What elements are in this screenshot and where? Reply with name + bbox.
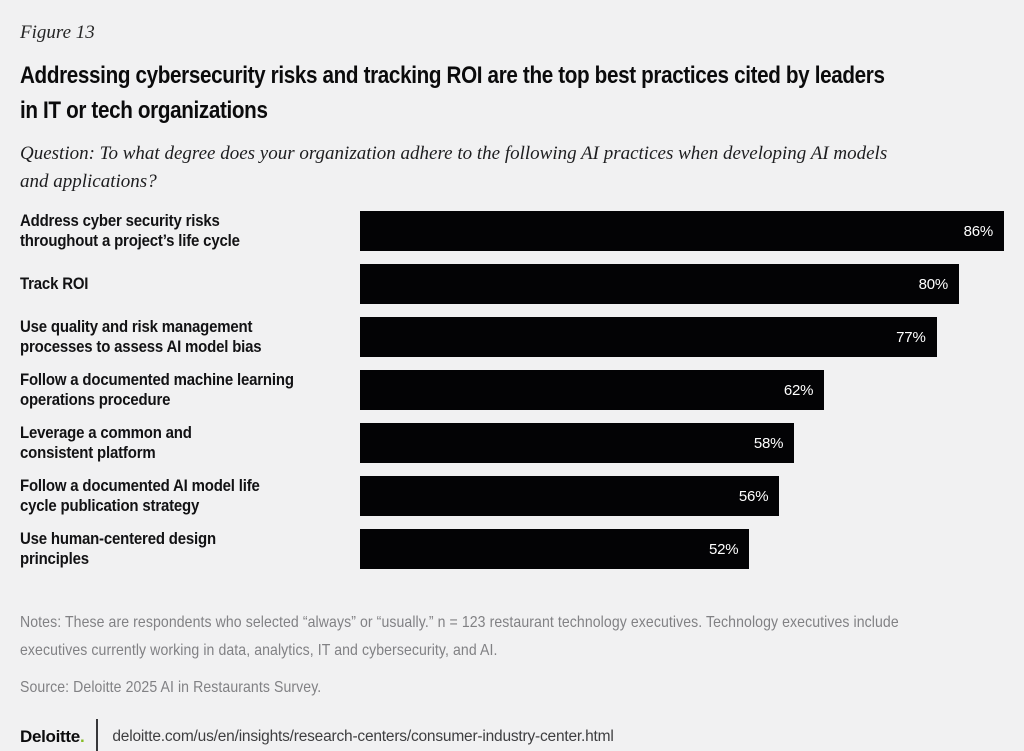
figure-label: Figure 13 (20, 22, 95, 43)
bar-category-text: Follow a documented AI model life cycle … (20, 476, 260, 515)
bar-category-label: Follow a documented AI model life cycle … (20, 476, 360, 516)
deloitte-green-dot: . (79, 727, 85, 746)
deloitte-wordmark: Deloitte (20, 727, 80, 746)
chart-row: Use quality and risk management processe… (20, 317, 1004, 357)
footer-url: deloitte.com/us/en/insights/research-cen… (112, 728, 614, 745)
bar-value-label: 86% (963, 222, 994, 240)
bar-track: 77% (360, 317, 1004, 357)
bar-track: 52% (360, 529, 1004, 569)
bar-value-label: 56% (738, 487, 769, 505)
footer-divider (96, 719, 99, 751)
bar-track: 80% (360, 264, 1004, 304)
bar-category-text: Use quality and risk management processe… (20, 317, 262, 356)
bar: 86% (360, 211, 1004, 251)
bar-category-text: Track ROI (20, 274, 89, 293)
bar-track: 62% (360, 370, 1004, 410)
chart-row: Leverage a common and consistent platfor… (20, 423, 1004, 463)
bar-category-text: Address cyber security risks throughout … (20, 211, 240, 250)
bar-value-label: 80% (918, 275, 949, 293)
bar-value-label: 52% (708, 540, 739, 558)
bar: 56% (360, 476, 780, 516)
bar-category-text: Follow a documented machine learning ope… (20, 370, 294, 409)
notes-text: Notes: These are respondents who selecte… (20, 614, 899, 659)
bar-track: 86% (360, 211, 1004, 251)
bar-track: 58% (360, 423, 1004, 463)
bar-chart: Address cyber security risks throughout … (20, 211, 1004, 569)
bar: 77% (360, 317, 937, 357)
bar-track: 56% (360, 476, 1004, 516)
survey-question: Question: To what degree does your organ… (20, 143, 888, 192)
chart-row: Address cyber security risks throughout … (20, 211, 1004, 251)
bar: 62% (360, 370, 825, 410)
chart-title: Addressing cybersecurity risks and track… (20, 62, 885, 124)
deloitte-logo: Deloitte. (20, 727, 85, 747)
chart-row: Follow a documented machine learning ope… (20, 370, 1004, 410)
bar-category-text: Use human-centered design principles (20, 529, 216, 568)
bar-value-label: 77% (896, 328, 926, 346)
bar-category-label: Use human-centered design principles (20, 529, 360, 569)
bar-category-label: Use quality and risk management processe… (20, 317, 360, 357)
bar-category-label: Leverage a common and consistent platfor… (20, 423, 360, 463)
bar: 52% (360, 529, 750, 569)
chart-row: Track ROI 80% (20, 264, 1004, 304)
bar-value-label: 62% (783, 381, 814, 399)
bar: 58% (360, 423, 795, 463)
chart-row: Follow a documented AI model life cycle … (20, 476, 1004, 516)
bar-category-label: Track ROI (20, 264, 360, 304)
bar-category-label: Address cyber security risks throughout … (20, 211, 360, 251)
bar-value-label: 58% (753, 434, 784, 452)
bar: 80% (360, 264, 960, 304)
chart-row: Use human-centered design principles 52% (20, 529, 1004, 569)
footer: Deloitte. deloitte.com/us/en/insights/re… (20, 719, 1004, 751)
source-text: Source: Deloitte 2025 AI in Restaurants … (20, 679, 322, 696)
bar-category-text: Leverage a common and consistent platfor… (20, 423, 192, 462)
bar-category-label: Follow a documented machine learning ope… (20, 370, 360, 410)
